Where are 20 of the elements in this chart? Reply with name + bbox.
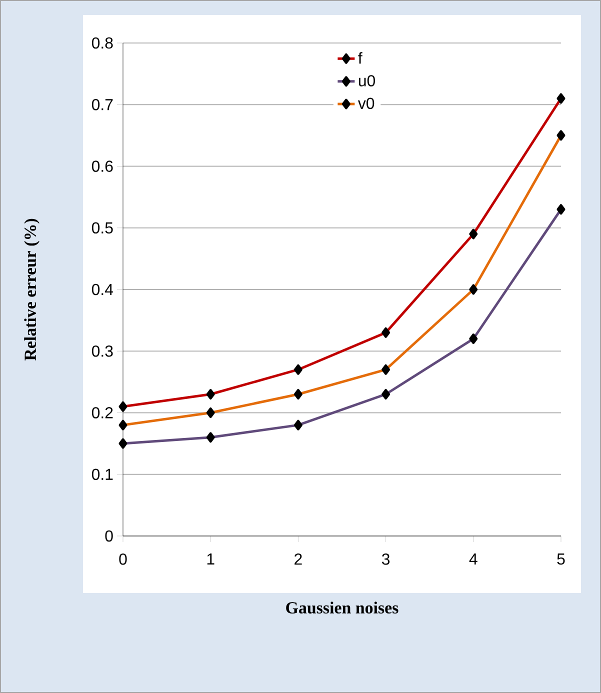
legend-label: f <box>358 52 362 64</box>
y-tick-label: 0 <box>105 530 113 542</box>
y-tick-label: 0.4 <box>92 284 114 296</box>
x-tick-label: 3 <box>382 554 390 565</box>
legend-label: v0 <box>358 98 374 110</box>
x-tick-label: 0 <box>119 554 127 565</box>
y-tick-label: 0.3 <box>92 345 113 357</box>
x-tick-label: 4 <box>469 554 478 564</box>
y-tick-label: 0.5 <box>92 222 113 234</box>
x-tick-label: 1 <box>207 554 214 564</box>
y-tick-label: 0.8 <box>92 37 113 49</box>
y-tick-label: 0.7 <box>92 98 113 110</box>
legend-label: u0 <box>358 75 376 86</box>
x-tick-label: 5 <box>557 554 565 565</box>
y-axis-title: Relative erreur (%) <box>24 218 40 361</box>
x-tick-label: 2 <box>294 554 302 565</box>
y-tick-label: 0.2 <box>92 407 113 418</box>
y-tick-label: 0.6 <box>92 160 113 172</box>
x-axis-title: Gaussien noises <box>286 602 398 614</box>
y-tick-label: 0.1 <box>92 468 113 480</box>
